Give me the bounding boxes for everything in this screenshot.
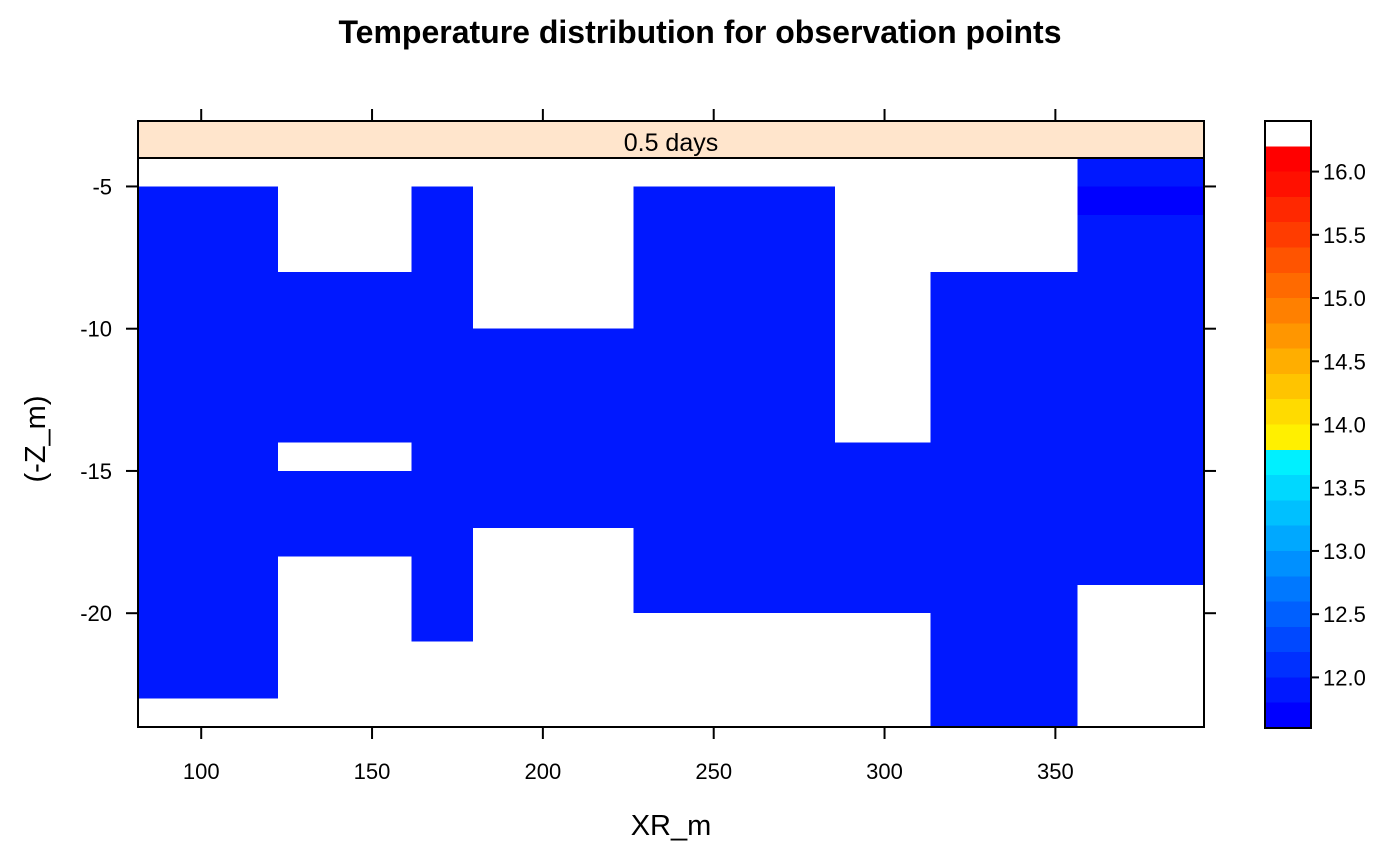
heatmap-cell <box>472 328 634 528</box>
colorkey-swatch <box>1265 399 1311 425</box>
colorkey-swatch <box>1265 677 1311 703</box>
empty-cell <box>278 442 412 471</box>
colorkey-tick-label: 12.5 <box>1323 602 1366 627</box>
colorkey-swatch <box>1265 652 1311 678</box>
colorkey-swatch <box>1265 272 1311 299</box>
heatmap-cell <box>278 271 412 471</box>
colorkey-tick-label: 14.5 <box>1323 349 1366 374</box>
colorkey-swatch <box>1265 601 1311 627</box>
y-tick-label: -5 <box>92 174 112 199</box>
colorkey-swatch <box>1265 247 1311 273</box>
colorkey-tick-label: 16.0 <box>1323 160 1366 185</box>
y-tick-label: -15 <box>80 459 112 484</box>
heatmap-cell <box>411 186 473 642</box>
y-tick-label: -10 <box>80 317 112 342</box>
y-tick-label: -20 <box>80 601 112 626</box>
heatmap-cell <box>1077 214 1204 585</box>
panel-strip-label: 0.5 days <box>624 129 719 157</box>
colorkey-swatch <box>1265 222 1311 248</box>
colorkey-tick-label: 15.5 <box>1323 223 1366 248</box>
x-tick-label: 100 <box>183 759 220 784</box>
axis-ticks: 100 150 200 250 300 350 -5 -10 -15 -20 <box>80 109 1216 784</box>
colorkey-swatch <box>1265 626 1311 653</box>
colorkey-swatch <box>1265 449 1311 476</box>
colorkey-swatch <box>1265 298 1311 324</box>
y-axis-label: (-Z_m) <box>20 396 52 483</box>
x-tick-label: 200 <box>525 759 562 784</box>
heatmap-cell <box>1077 186 1204 215</box>
x-tick-label: 250 <box>695 759 732 784</box>
heatmap-cell <box>930 271 1078 727</box>
colorkey-swatch <box>1265 171 1311 197</box>
heatmap-cell <box>278 470 412 557</box>
colorkey-swatch <box>1265 196 1311 223</box>
colorkey-swatch <box>1265 475 1311 501</box>
colorkey-tick-label: 12.0 <box>1323 665 1366 690</box>
colorkey-swatch <box>1265 576 1311 602</box>
colorkey-tick-label: 13.0 <box>1323 539 1366 564</box>
colorkey-swatch <box>1265 424 1311 450</box>
colorkey-swatch <box>1265 348 1311 374</box>
plot-panel-frame <box>137 120 1205 728</box>
heatmap-cell <box>835 442 931 614</box>
heatmap-cell <box>1077 158 1204 187</box>
colorkey-tick-label: 14.0 <box>1323 413 1366 438</box>
colorkey-swatch <box>1265 500 1311 526</box>
x-tick-label: 300 <box>866 759 903 784</box>
colorkey-swatch <box>1265 146 1311 172</box>
heatmap-cell <box>633 186 835 614</box>
heatmap-cell <box>138 186 279 699</box>
colorkey-tick-label: 15.0 <box>1323 286 1366 311</box>
colorkey-swatch <box>1265 550 1311 577</box>
colorkey-swatch <box>1265 702 1311 728</box>
x-tick-label: 150 <box>354 759 391 784</box>
heatmap-cells <box>138 158 1204 727</box>
colorkey-swatch <box>1265 373 1311 400</box>
colorkey-tick-label: 13.5 <box>1323 476 1366 501</box>
color-key: 12.0 12.5 13.0 13.5 14.0 14.5 15.0 15.5 16.0 <box>1264 120 1366 729</box>
x-axis-label: XR_m <box>631 810 712 842</box>
colorkey-swatch <box>1265 525 1311 551</box>
x-tick-label: 350 <box>1037 759 1074 784</box>
colorkey-swatch <box>1265 323 1311 349</box>
chart-title: Temperature distribution for observation… <box>338 14 1061 50</box>
